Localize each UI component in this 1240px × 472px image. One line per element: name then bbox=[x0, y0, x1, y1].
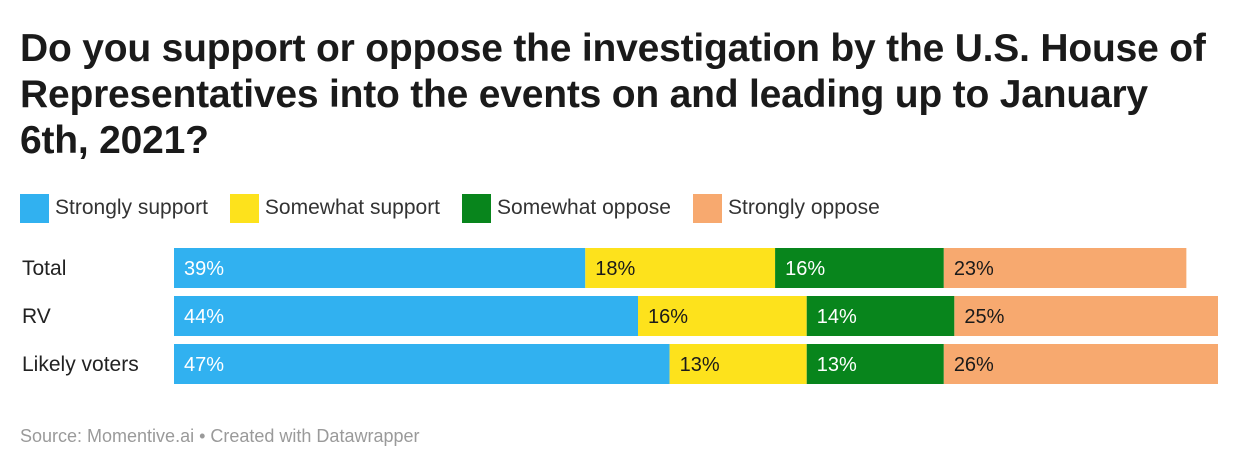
chart-legend: Strongly support Somewhat support Somewh… bbox=[20, 193, 902, 223]
data-label-rv-strongly-support: 44% bbox=[184, 306, 224, 328]
bar-likely-voters-somewhat-support bbox=[669, 344, 807, 384]
source-note: Source: Momentive.ai • Created with Data… bbox=[20, 426, 420, 446]
bar-rv-strongly-oppose bbox=[954, 296, 1218, 336]
bar-total-somewhat-oppose bbox=[775, 248, 944, 288]
legend-item-strongly-oppose: Strongly oppose bbox=[692, 193, 880, 223]
data-label-rv-strongly-oppose: 25% bbox=[964, 306, 1004, 328]
data-label-likely-voters-strongly-oppose: 26% bbox=[954, 354, 994, 376]
legend-label-somewhat-support: Somewhat support bbox=[264, 196, 441, 219]
data-label-likely-voters-somewhat-support: 13% bbox=[680, 354, 720, 376]
legend-label-somewhat-oppose: Somewhat oppose bbox=[497, 196, 671, 219]
legend-item-strongly-support: Strongly support bbox=[20, 193, 208, 223]
bar-rv-strongly-support bbox=[174, 296, 638, 336]
legend-label-strongly-oppose: Strongly oppose bbox=[727, 196, 880, 219]
bar-likely-voters-strongly-support bbox=[174, 344, 670, 384]
row-label-total: Total bbox=[22, 257, 66, 280]
bar-likely-voters-somewhat-oppose bbox=[806, 344, 944, 384]
legend-item-somewhat-oppose: Somewhat oppose bbox=[462, 193, 671, 223]
data-label-total-somewhat-support: 18% bbox=[595, 258, 635, 280]
chart-title: Do you support or oppose the investigati… bbox=[20, 27, 1206, 162]
legend-label-strongly-support: Strongly support bbox=[55, 196, 208, 219]
legend-swatch-somewhat-support bbox=[229, 193, 259, 223]
bar-rv-somewhat-oppose bbox=[806, 296, 955, 336]
bar-likely-voters-strongly-oppose bbox=[943, 344, 1218, 384]
data-label-total-strongly-oppose: 23% bbox=[954, 258, 994, 280]
bar-rv-somewhat-support bbox=[638, 296, 807, 336]
bar-total-strongly-support bbox=[174, 248, 586, 288]
row-label-rv: RV bbox=[22, 305, 51, 328]
data-label-rv-somewhat-oppose: 14% bbox=[817, 306, 857, 328]
legend-swatch-strongly-support bbox=[20, 193, 49, 223]
data-label-likely-voters-strongly-support: 47% bbox=[184, 354, 224, 376]
data-label-total-strongly-support: 39% bbox=[184, 258, 224, 280]
row-label-likely-voters: Likely voters bbox=[22, 353, 139, 376]
bar-total-strongly-oppose bbox=[943, 248, 1187, 288]
data-label-likely-voters-somewhat-oppose: 13% bbox=[817, 354, 857, 376]
data-label-rv-somewhat-support: 16% bbox=[648, 306, 688, 328]
data-label-total-somewhat-oppose: 16% bbox=[785, 258, 825, 280]
legend-swatch-somewhat-oppose bbox=[462, 193, 492, 223]
legend-swatch-strongly-oppose bbox=[692, 193, 722, 223]
bar-total-somewhat-support bbox=[585, 248, 776, 288]
legend-item-somewhat-support: Somewhat support bbox=[229, 193, 441, 223]
